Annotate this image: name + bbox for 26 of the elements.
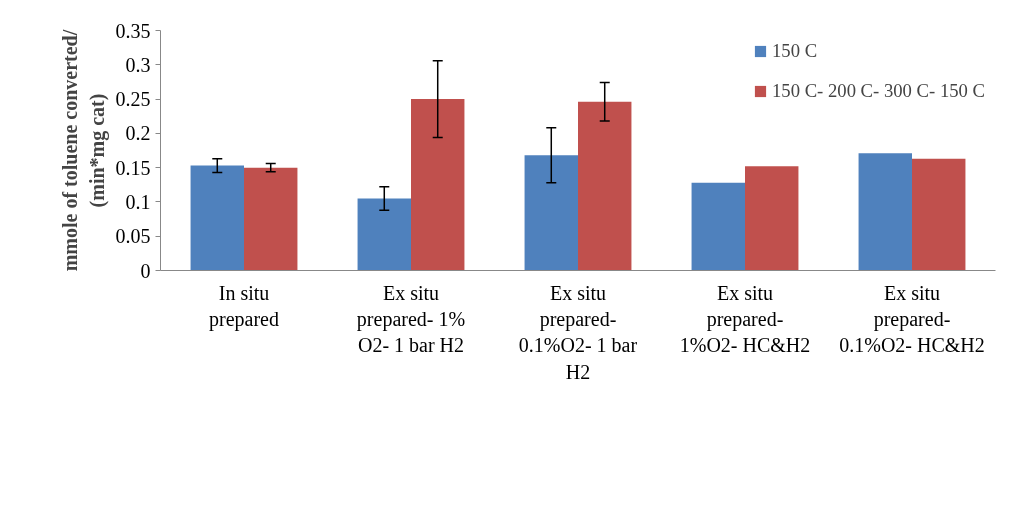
y-tick-label: 0.05	[115, 225, 151, 248]
bar	[912, 158, 966, 271]
bar	[691, 182, 745, 271]
bar	[357, 198, 411, 271]
y-axis-title: mmole of toluene converted/ (min*mg cat)	[59, 29, 109, 272]
bar	[190, 165, 244, 271]
y-tick-label: 0.25	[115, 88, 151, 111]
legend-label: 150 C- 200 C- 300 C- 150 C	[772, 80, 985, 102]
bar	[858, 153, 912, 271]
bar	[244, 167, 298, 271]
bar	[524, 155, 578, 271]
bar	[745, 166, 799, 271]
y-tick-label: 0.35	[115, 19, 151, 42]
bar	[411, 99, 465, 271]
x-tick-label: Ex situ prepared- 1%O2- HC&H2	[679, 281, 811, 357]
y-tick-label: 0.2	[125, 122, 151, 145]
y-tick-label: 0.15	[115, 156, 151, 179]
x-tick-label: Ex situ prepared- 0.1%O2- 1 bar H2	[518, 281, 638, 383]
x-tick-label: In situ prepared	[209, 281, 279, 331]
y-tick-label: 0.1	[125, 190, 151, 213]
y-tick-label: 0.3	[125, 53, 151, 76]
legend-label: 150 C	[772, 40, 818, 62]
bar	[578, 101, 632, 271]
x-tick-label: Ex situ prepared- 0.1%O2- HC&H2	[839, 281, 985, 357]
y-tick-label: 0	[140, 259, 151, 282]
x-tick-label: Ex situ prepared- 1% O2- 1 bar H2	[356, 281, 466, 357]
